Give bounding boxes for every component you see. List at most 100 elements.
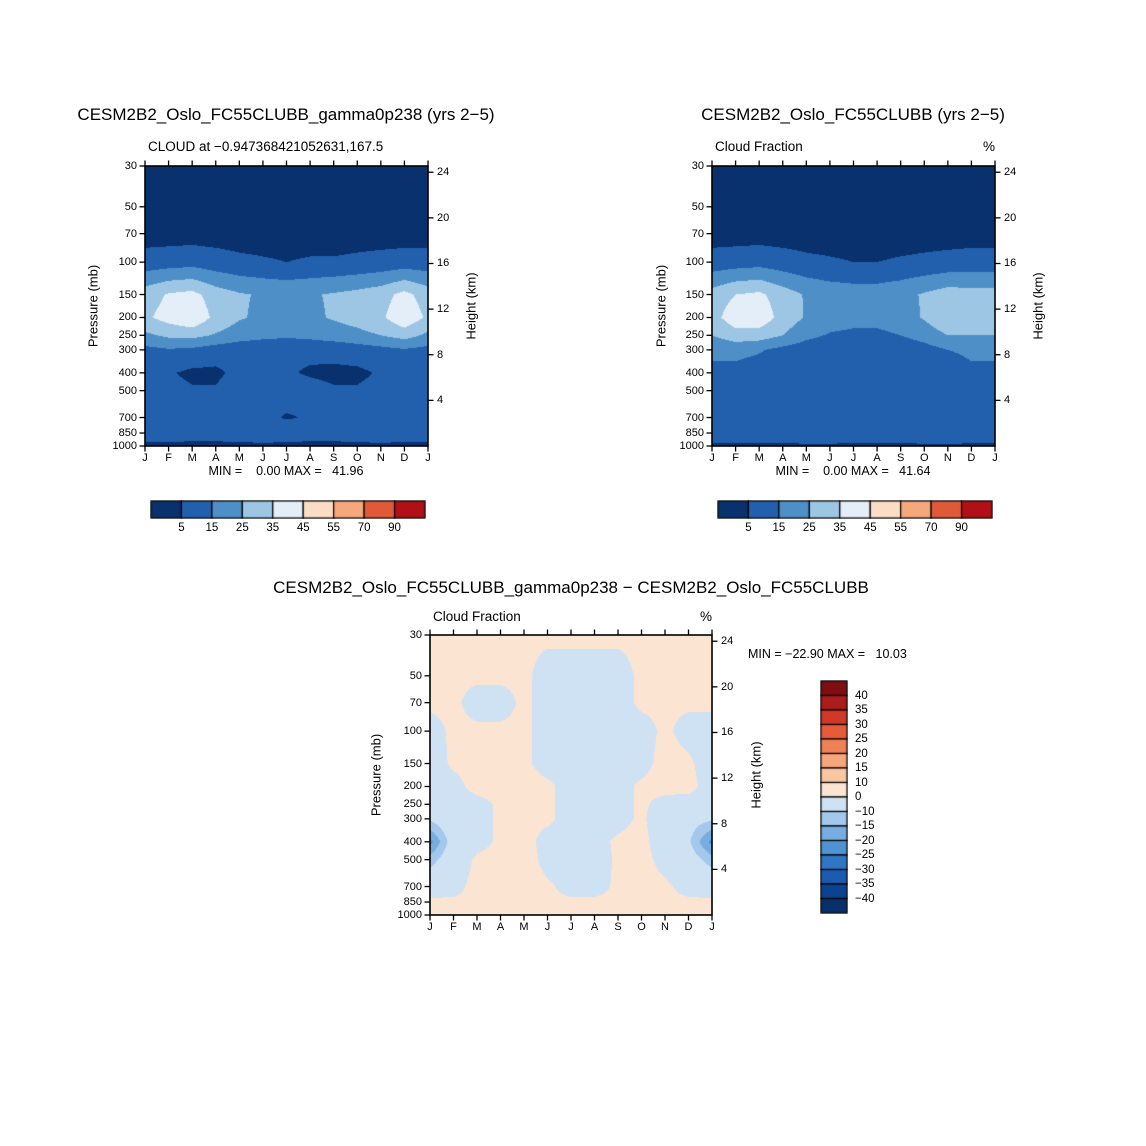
colorbar-tick-label: 55 xyxy=(894,522,908,534)
pressure-tick-label: 30 xyxy=(409,629,422,641)
colorbar-tick-label: 30 xyxy=(855,718,868,731)
pressure-tick-label: 700 xyxy=(118,411,137,424)
height-tick-label: 20 xyxy=(437,211,450,224)
month-tick-label: M xyxy=(754,452,764,464)
colorbar-tick-label: 90 xyxy=(388,522,401,534)
height-tick-label: 4 xyxy=(437,394,444,407)
pressure-tick-label: 700 xyxy=(685,411,704,424)
pressure-tick-label: 150 xyxy=(118,288,137,301)
month-tick-label: J xyxy=(260,452,266,464)
colorbar-tick-label: 45 xyxy=(863,522,877,534)
height-tick-label: 20 xyxy=(721,680,734,693)
month-tick-label: A xyxy=(306,452,314,464)
pressure-tick-label: 30 xyxy=(691,160,704,172)
pressure-tick-label: 300 xyxy=(403,812,422,825)
height-tick-label: 24 xyxy=(1004,166,1017,179)
pressure-tick-label: 200 xyxy=(685,311,704,324)
pressure-tick-label: 400 xyxy=(118,366,137,379)
height-tick-label: 24 xyxy=(437,166,450,179)
month-tick-label: J xyxy=(425,452,431,464)
colorbar-tick-label: 35 xyxy=(855,704,868,716)
pressure-tick-label: 70 xyxy=(409,696,422,709)
pressure-tick-label: 50 xyxy=(124,200,137,213)
panel-a-subtitle: CLOUD at −0.947368421052631,167.5 xyxy=(148,139,384,154)
panel-c-units-label: % xyxy=(699,609,712,624)
height-tick-label: 16 xyxy=(1004,257,1017,270)
colorbar-tick-label: 40 xyxy=(855,689,868,702)
height-tick-label: 12 xyxy=(1004,303,1017,316)
pressure-tick-label: 100 xyxy=(118,256,137,269)
month-tick-label: A xyxy=(590,921,599,933)
height-tick-label: 16 xyxy=(721,726,734,739)
pressure-tick-label: 250 xyxy=(118,329,137,342)
colorbar-tick-label: 35 xyxy=(266,522,280,534)
height-tick-label: 8 xyxy=(437,348,444,361)
pressure-tick-label: 200 xyxy=(403,780,422,793)
month-tick-label: O xyxy=(919,452,929,464)
pressure-tick-label: 1000 xyxy=(112,440,137,452)
month-tick-label: S xyxy=(329,452,338,464)
month-tick-label: J xyxy=(992,452,998,464)
contour-plot-a xyxy=(145,166,428,446)
month-tick-label: J xyxy=(709,452,715,464)
colorbar-tick-label: 35 xyxy=(833,522,847,534)
pressure-tick-label: 250 xyxy=(403,798,422,811)
month-tick-label: J xyxy=(827,452,833,464)
month-tick-label: S xyxy=(896,452,905,464)
colorbar-tick-label: −40 xyxy=(855,892,875,905)
colorbar-tick-label: −20 xyxy=(855,834,875,847)
month-tick-label: O xyxy=(637,921,646,933)
contour-plot-b xyxy=(712,166,995,446)
panel-c-title: CESM2B2_Oslo_FC55CLUBB_gamma0p238 − CESM… xyxy=(273,578,869,597)
month-tick-label: D xyxy=(967,452,976,464)
pressure-tick-label: 150 xyxy=(685,288,704,301)
colorbar-tick-label: −30 xyxy=(855,863,875,876)
pressure-tick-label: 30 xyxy=(124,160,137,172)
colorbar-tick-label: 10 xyxy=(855,776,868,789)
axes-frame-a xyxy=(139,160,434,452)
contour-plot-c xyxy=(430,635,712,915)
panel-c-subtitle: Cloud Fraction xyxy=(433,609,521,624)
pressure-tick-label: 400 xyxy=(685,366,704,379)
colorbar-tick-label: 90 xyxy=(955,522,968,534)
panel-b-stats: MIN = 0.00 MAX = 41.64 xyxy=(775,464,931,478)
colorbar-tick-label: 15 xyxy=(855,762,868,774)
pressure-tick-label: 150 xyxy=(403,757,422,770)
month-tick-label: J xyxy=(544,921,551,933)
panel-b-units-label: % xyxy=(982,139,995,154)
month-tick-label: J xyxy=(709,921,715,933)
colorbar-tick-label: 15 xyxy=(772,522,786,534)
colorbar-tick-label: 55 xyxy=(327,522,341,534)
panel-b-title: CESM2B2_Oslo_FC55CLUBB (yrs 2−5) xyxy=(701,105,1005,124)
month-tick-label: J xyxy=(427,921,433,933)
pressure-tick-label: 100 xyxy=(403,725,422,738)
pressure-tick-label: 500 xyxy=(118,384,137,397)
axes-frame-b xyxy=(706,160,1001,452)
colorbar-tick-label: 70 xyxy=(357,522,371,534)
pressure-tick-label: 500 xyxy=(403,853,422,866)
month-tick-label: F xyxy=(732,452,739,464)
pressure-tick-label: 850 xyxy=(118,427,137,440)
month-tick-label: F xyxy=(450,921,457,933)
pressure-tick-label: 300 xyxy=(118,343,137,356)
colorbar-tick-label: −10 xyxy=(855,805,875,818)
height-tick-label: 16 xyxy=(437,257,450,270)
month-tick-label: S xyxy=(614,921,622,933)
pressure-tick-label: 50 xyxy=(691,200,704,213)
pressure-tick-label: 850 xyxy=(685,427,704,440)
colorbar-tick-label: 15 xyxy=(205,522,219,534)
pressure-tick-label: 400 xyxy=(403,835,422,848)
colorbar-tick-label: 45 xyxy=(296,522,310,534)
colorbar-tick-label: 20 xyxy=(855,747,868,760)
panel-b-height-axis-label: Height (km) xyxy=(1030,272,1046,340)
height-tick-label: 8 xyxy=(721,817,728,830)
colorbar-tick-label: −35 xyxy=(855,878,875,890)
month-tick-label: J xyxy=(142,452,148,464)
panel-c-stats: MIN = −22.90 MAX = 10.03 xyxy=(748,647,907,661)
month-tick-label: D xyxy=(400,452,409,464)
colorbar-tick-label: −25 xyxy=(855,849,875,861)
panel-a-stats: MIN = 0.00 MAX = 41.96 xyxy=(208,464,364,478)
month-tick-label: M xyxy=(472,921,482,933)
month-tick-label: M xyxy=(234,452,244,464)
month-tick-label: J xyxy=(568,921,574,933)
